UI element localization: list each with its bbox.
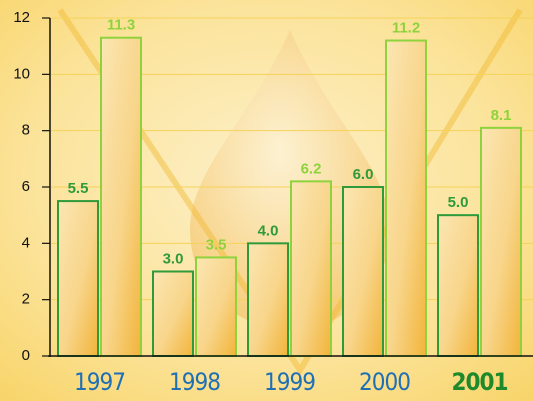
value-label: 6.0 — [353, 166, 374, 183]
bar — [101, 38, 141, 356]
y-tick-label: 10 — [13, 65, 30, 82]
bar — [248, 243, 288, 356]
value-label: 5.0 — [448, 194, 469, 211]
value-label: 11.2 — [392, 20, 420, 37]
bar — [386, 41, 426, 356]
bar — [438, 215, 478, 356]
chart: 0 2 4 6 8 10 12 1997 5.5 11.3 1998 3.0 3.5 1999 4.0 6.2… — [0, 0, 533, 401]
x-tick-label: 1999 — [264, 368, 315, 396]
value-label: 8.1 — [491, 107, 512, 124]
y-tick-label: 12 — [13, 9, 30, 26]
y-tick-label: 0 — [22, 347, 30, 364]
bar — [153, 272, 193, 357]
bar — [343, 187, 383, 356]
bar — [291, 181, 331, 356]
value-label: 11.3 — [107, 17, 135, 34]
value-label: 4.0 — [258, 222, 279, 239]
bar — [58, 201, 98, 356]
value-label: 6.2 — [301, 160, 322, 177]
y-tick-label: 4 — [22, 234, 30, 251]
x-tick-label: 2000 — [359, 368, 410, 396]
x-tick-label: 2001 — [451, 368, 507, 396]
y-tick-label: 8 — [22, 122, 30, 139]
x-tick-label: 1998 — [169, 368, 220, 396]
y-tick-label: 6 — [22, 178, 30, 195]
value-label: 3.5 — [206, 236, 227, 253]
bar — [196, 257, 236, 356]
x-tick-label: 1997 — [74, 368, 125, 396]
y-tick-label: 2 — [22, 291, 30, 308]
value-label: 3.0 — [163, 250, 184, 267]
value-label: 5.5 — [68, 180, 89, 197]
bar — [481, 128, 521, 356]
